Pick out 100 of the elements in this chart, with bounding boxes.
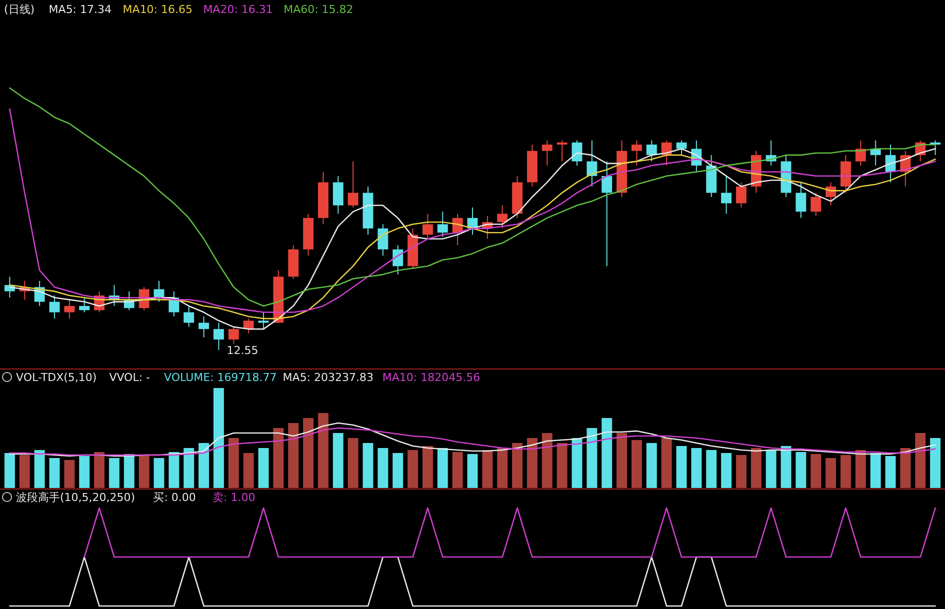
candlestick <box>332 176 344 214</box>
bar <box>497 448 508 488</box>
candlestick <box>198 316 210 338</box>
bar <box>930 438 941 488</box>
candlestick <box>348 160 358 208</box>
text: MA5: 203237.83 <box>282 371 374 384</box>
bar <box>766 450 776 488</box>
bar <box>900 448 911 488</box>
bar <box>780 446 792 488</box>
bar <box>34 450 45 488</box>
candlestick <box>258 312 269 330</box>
series-label: 卖: 1.00 <box>212 491 256 504</box>
bar <box>94 452 104 488</box>
chart-title: (日线) <box>4 3 35 16</box>
bar <box>526 438 538 488</box>
text: 买: 0.00 <box>153 491 196 504</box>
candlestick <box>437 211 448 238</box>
bar <box>691 448 702 488</box>
candlestick <box>497 204 508 229</box>
bar <box>482 450 493 488</box>
text: MA20: 16.31 <box>203 3 273 16</box>
candlestick <box>184 305 194 328</box>
candlestick <box>154 280 164 302</box>
bar <box>332 433 344 488</box>
bar <box>826 458 836 488</box>
bar <box>616 433 628 488</box>
bar <box>184 448 194 488</box>
text: MA10: 16.65 <box>122 3 193 16</box>
bar <box>108 458 120 488</box>
bar <box>168 452 180 488</box>
bar <box>228 438 239 488</box>
bar <box>810 454 822 488</box>
bar <box>362 443 374 488</box>
bar <box>706 450 717 488</box>
candlestick <box>631 140 642 166</box>
bar <box>4 453 15 488</box>
bar <box>348 438 358 488</box>
bar <box>870 453 881 488</box>
bar <box>378 448 388 488</box>
bar <box>19 455 30 488</box>
text: MA10: 182045.56 <box>382 371 480 384</box>
candlestick <box>228 326 239 344</box>
candlestick <box>213 322 224 350</box>
candlestick <box>64 299 75 320</box>
bar <box>198 443 210 488</box>
candlestick <box>79 297 90 313</box>
bar <box>392 453 404 488</box>
bar <box>646 443 657 488</box>
bar <box>273 428 284 488</box>
bar <box>721 453 732 488</box>
bar <box>318 413 328 488</box>
bar <box>288 423 299 488</box>
bar <box>602 418 612 488</box>
candlestick <box>243 318 254 334</box>
candlestick <box>736 182 746 208</box>
bar <box>79 456 90 488</box>
text: MA5: 17.34 <box>48 3 112 16</box>
bar <box>750 448 762 488</box>
bar <box>437 448 448 488</box>
bar <box>422 446 433 488</box>
bar <box>243 453 254 488</box>
bar <box>213 388 224 488</box>
candlestick <box>796 182 806 218</box>
candlestick <box>676 140 687 156</box>
bar <box>138 455 150 488</box>
candlestick <box>556 140 568 162</box>
candlestick <box>392 244 404 276</box>
bar <box>124 454 134 488</box>
chart-title: VOL-TDX(5,10) <box>16 371 97 384</box>
bar <box>452 452 463 488</box>
candlestick <box>542 140 552 166</box>
bar <box>49 458 60 488</box>
candlestick <box>586 140 598 188</box>
chart-title: 波段高手(10,5,20,250) <box>16 491 136 504</box>
bar <box>542 433 552 488</box>
bar <box>408 450 418 488</box>
text: MA60: 15.82 <box>284 3 354 16</box>
candlestick <box>602 160 612 267</box>
candlestick <box>646 140 657 162</box>
bar <box>676 446 687 488</box>
bar <box>556 443 568 488</box>
candlestick <box>810 192 822 216</box>
candlestick <box>49 295 60 320</box>
bar <box>855 450 866 488</box>
bar <box>915 433 926 488</box>
bar <box>154 458 164 488</box>
bar <box>572 438 582 488</box>
bar <box>64 460 75 488</box>
bar <box>512 443 523 488</box>
bar <box>631 440 642 488</box>
bar <box>258 448 269 488</box>
bar <box>885 456 896 488</box>
bar <box>840 455 851 488</box>
series-label: VOLUME: 169718.77 <box>164 371 277 384</box>
bar <box>736 455 746 488</box>
annotation: 12.55 <box>226 344 258 357</box>
bar <box>303 418 314 488</box>
candlestick <box>422 213 433 240</box>
candlestick <box>378 224 388 256</box>
candlestick <box>721 176 732 214</box>
